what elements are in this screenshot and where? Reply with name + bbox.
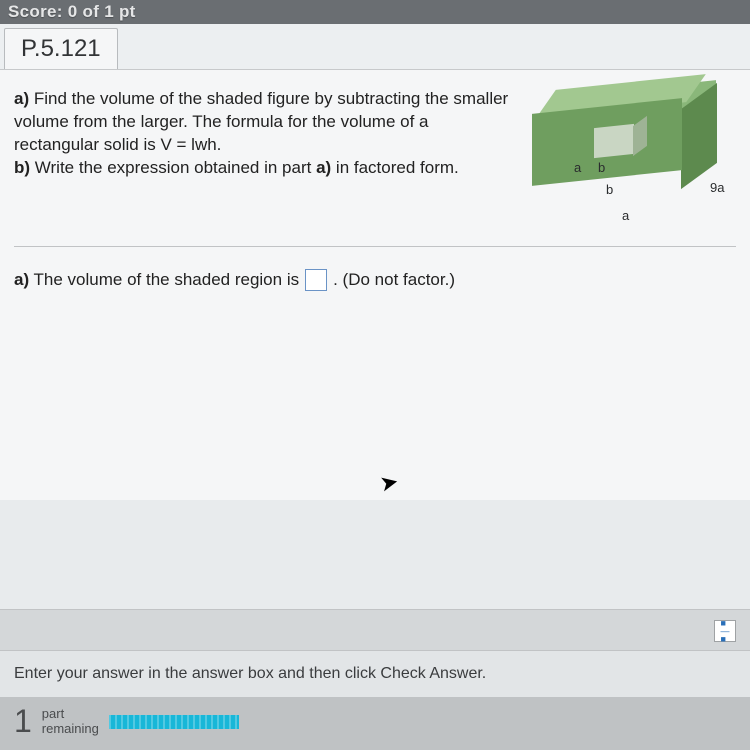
answer-input[interactable] [305,269,327,291]
content-area: a) Find the volume of the shaded figure … [0,70,750,500]
parts-remaining-row: 1 part remaining [0,697,750,750]
fraction-tool-icon[interactable]: ■—■ [714,620,736,642]
parts-count: 1 [14,703,32,740]
fig-label-b1: b [598,160,605,175]
parts-line2: remaining [42,721,99,736]
progress-bar [109,715,239,729]
part-b-body-1: Write the expression obtained in part [30,158,316,177]
fig-label-a2: a [622,208,629,223]
score-value: 0 of 1 pt [68,2,136,21]
score-label: Score: [8,2,63,21]
problem-text: a) Find the volume of the shaded figure … [14,88,514,232]
solid-figure: a b b a 9a [526,82,736,232]
parts-line1: part [42,706,64,721]
part-a-label: a) [14,89,29,108]
answer-text-2: . (Do not factor.) [333,270,455,290]
part-a-body: Find the volume of the shaded figure by … [14,89,508,154]
question-number-tab[interactable]: P.5.121 [4,28,118,69]
parts-label: part remaining [42,707,99,736]
part-b-body-2: in factored form. [331,158,459,177]
answer-row: a) The volume of the shaded region is . … [14,247,736,291]
instruction-text: Enter your answer in the answer box and … [0,651,750,697]
question-tab-row: P.5.121 [0,24,750,70]
problem-row: a) Find the volume of the shaded figure … [14,88,736,247]
part-b-ref: a) [316,158,331,177]
toolbar: ■—■ [0,609,750,651]
fig-label-b2: b [606,182,613,197]
answer-text-1: The volume of the shaded region is [29,270,299,289]
hole-front-face [594,124,634,158]
score-bar: Score: 0 of 1 pt [0,0,750,24]
fig-label-9a: 9a [710,180,724,195]
part-b-label: b) [14,158,30,177]
footer: ■—■ Enter your answer in the answer box … [0,609,750,750]
answer-part-label: a) [14,270,29,289]
fig-label-a1: a [574,160,581,175]
